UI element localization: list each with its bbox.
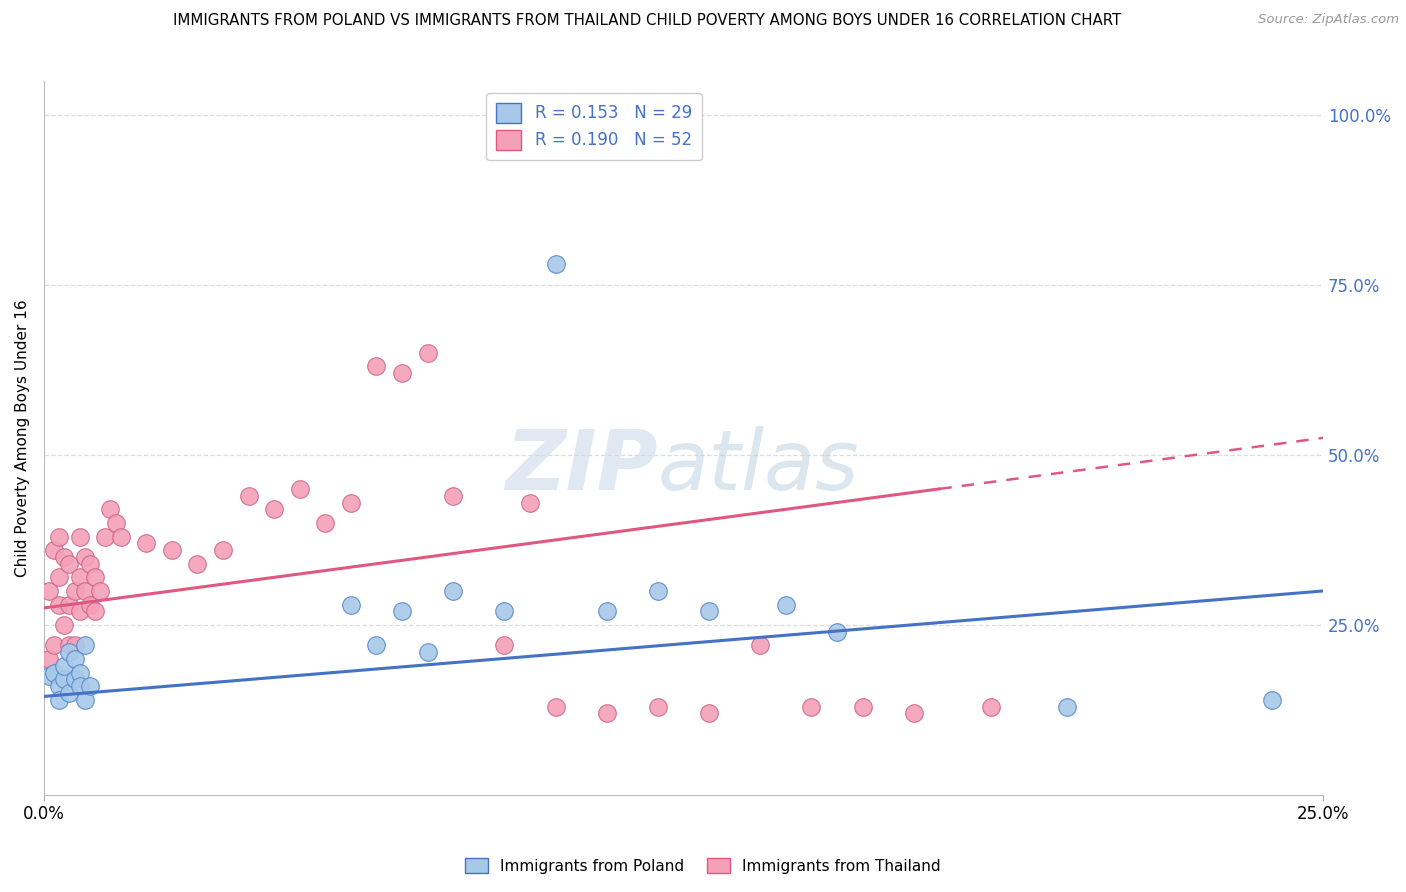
- Point: [1056, 699, 1078, 714]
- Point: [800, 699, 823, 714]
- Legend: Immigrants from Poland, Immigrants from Thailand: Immigrants from Poland, Immigrants from …: [458, 852, 948, 880]
- Point: [38, 584, 60, 599]
- Point: [42, 665, 65, 680]
- Point: [89, 584, 111, 599]
- Point: [825, 624, 848, 639]
- Point: [494, 639, 516, 653]
- Point: [53, 618, 76, 632]
- Point: [391, 366, 413, 380]
- Point: [135, 536, 157, 550]
- Point: [416, 346, 439, 360]
- Point: [58, 598, 80, 612]
- Point: [697, 604, 720, 618]
- Point: [53, 658, 76, 673]
- Point: [314, 516, 336, 530]
- Point: [104, 516, 127, 530]
- Point: [63, 584, 86, 599]
- Point: [69, 679, 91, 693]
- Point: [160, 543, 183, 558]
- Text: IMMIGRANTS FROM POLAND VS IMMIGRANTS FROM THAILAND CHILD POVERTY AMONG BOYS UNDE: IMMIGRANTS FROM POLAND VS IMMIGRANTS FRO…: [173, 13, 1121, 29]
- Point: [212, 543, 235, 558]
- Point: [48, 529, 70, 543]
- Legend: R = 0.153   N = 29, R = 0.190   N = 52: R = 0.153 N = 29, R = 0.190 N = 52: [486, 93, 702, 160]
- Point: [852, 699, 875, 714]
- Point: [263, 502, 285, 516]
- Point: [73, 584, 96, 599]
- Point: [697, 706, 720, 721]
- Point: [416, 645, 439, 659]
- Point: [647, 584, 669, 599]
- Point: [544, 257, 567, 271]
- Point: [69, 570, 91, 584]
- Point: [441, 489, 464, 503]
- Point: [84, 570, 107, 584]
- Point: [980, 699, 1002, 714]
- Point: [38, 669, 60, 683]
- Point: [73, 639, 96, 653]
- Point: [42, 543, 65, 558]
- Point: [1261, 693, 1284, 707]
- Point: [596, 706, 619, 721]
- Point: [79, 679, 101, 693]
- Point: [63, 673, 86, 687]
- Point: [84, 604, 107, 618]
- Point: [340, 495, 363, 509]
- Point: [94, 529, 117, 543]
- Point: [340, 598, 363, 612]
- Point: [69, 604, 91, 618]
- Point: [544, 699, 567, 714]
- Point: [58, 645, 80, 659]
- Point: [58, 686, 80, 700]
- Point: [596, 604, 619, 618]
- Point: [647, 699, 669, 714]
- Point: [749, 639, 772, 653]
- Point: [441, 584, 464, 599]
- Point: [186, 557, 208, 571]
- Point: [69, 529, 91, 543]
- Point: [110, 529, 132, 543]
- Point: [366, 639, 388, 653]
- Point: [775, 598, 797, 612]
- Point: [519, 495, 541, 509]
- Text: atlas: atlas: [658, 426, 859, 507]
- Point: [494, 604, 516, 618]
- Text: Source: ZipAtlas.com: Source: ZipAtlas.com: [1258, 13, 1399, 27]
- Text: ZIP: ZIP: [505, 426, 658, 507]
- Point: [391, 604, 413, 618]
- Y-axis label: Child Poverty Among Boys Under 16: Child Poverty Among Boys Under 16: [15, 299, 30, 577]
- Point: [79, 598, 101, 612]
- Point: [48, 598, 70, 612]
- Point: [903, 706, 925, 721]
- Point: [53, 549, 76, 564]
- Point: [38, 652, 60, 666]
- Point: [73, 693, 96, 707]
- Point: [58, 557, 80, 571]
- Point: [42, 639, 65, 653]
- Point: [79, 557, 101, 571]
- Point: [63, 639, 86, 653]
- Point: [63, 652, 86, 666]
- Point: [366, 359, 388, 374]
- Point: [288, 482, 311, 496]
- Point: [69, 665, 91, 680]
- Point: [73, 549, 96, 564]
- Point: [48, 570, 70, 584]
- Point: [100, 502, 122, 516]
- Point: [48, 693, 70, 707]
- Point: [53, 673, 76, 687]
- Point: [58, 639, 80, 653]
- Point: [48, 679, 70, 693]
- Point: [238, 489, 260, 503]
